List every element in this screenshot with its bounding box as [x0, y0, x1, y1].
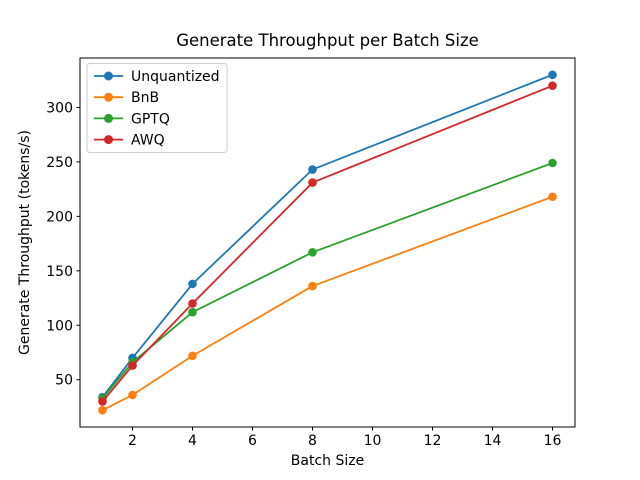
chart-title: Generate Throughput per Batch Size [176, 31, 479, 50]
x-tick-label-10: 10 [364, 433, 382, 449]
legend-marker-bnb [104, 92, 113, 102]
legend-label-unquantized: Unquantized [131, 69, 220, 85]
data-point-gptq-x16 [548, 158, 557, 168]
x-tick-label-6: 6 [248, 433, 257, 449]
data-point-awq-x4 [188, 299, 197, 308]
data-point-gptq-x4 [188, 307, 197, 317]
x-tick-label-8: 8 [308, 433, 317, 449]
data-point-bnb-x8 [308, 281, 317, 291]
y-axis-label: Generate Throughput (tokens/s) [17, 130, 33, 355]
x-tick-label-12: 12 [424, 433, 442, 449]
axis-ticks: 2 4 6 8 10 12 14 16 50 100 150 200 250 300 [46, 100, 561, 449]
data-point-bnb-x2 [128, 390, 137, 400]
legend-box [86, 63, 228, 153]
data-point-gptq-x8 [308, 248, 317, 257]
data-point-awq-x1 [98, 397, 107, 406]
data-point-bnb-x1 [98, 405, 107, 415]
x-tick-label-14: 14 [484, 433, 502, 449]
legend-label-bnb: BnB [131, 90, 159, 106]
plot-border [79, 57, 576, 428]
legend-marker-unquantized [104, 71, 113, 81]
legend-marker-awq [104, 135, 113, 145]
data-point-awq-x8 [308, 178, 317, 187]
data-point-awq-x16 [548, 81, 557, 90]
y-tick-label-50: 50 [55, 373, 73, 389]
legend-label-awq: AWQ [131, 133, 165, 149]
data-point-unquantized-x8 [308, 165, 317, 174]
data-point-bnb-x16 [548, 192, 557, 202]
y-tick-label-200: 200 [46, 209, 73, 225]
y-tick-label-300: 300 [46, 100, 73, 116]
x-tick-label-4: 4 [188, 433, 197, 449]
data-point-unquantized-x16 [548, 70, 557, 80]
data-point-unquantized-x4 [188, 279, 197, 289]
legend-marker-gptq [104, 113, 113, 123]
x-axis-label: Batch Size [291, 453, 364, 469]
x-tick-label-16: 16 [544, 433, 562, 449]
data-point-awq-x2 [128, 361, 137, 370]
x-tick-label-2: 2 [128, 433, 137, 449]
legend-label-gptq: GPTQ [131, 111, 170, 127]
series-line-bnb [102, 195, 553, 412]
y-tick-label-150: 150 [46, 264, 73, 280]
legend: Unquantized BnB GPTQ AWQ [86, 63, 228, 153]
series-group [98, 70, 557, 415]
data-point-bnb-x4 [188, 351, 197, 361]
y-tick-label-100: 100 [46, 318, 73, 334]
y-tick-label-250: 250 [46, 155, 73, 171]
